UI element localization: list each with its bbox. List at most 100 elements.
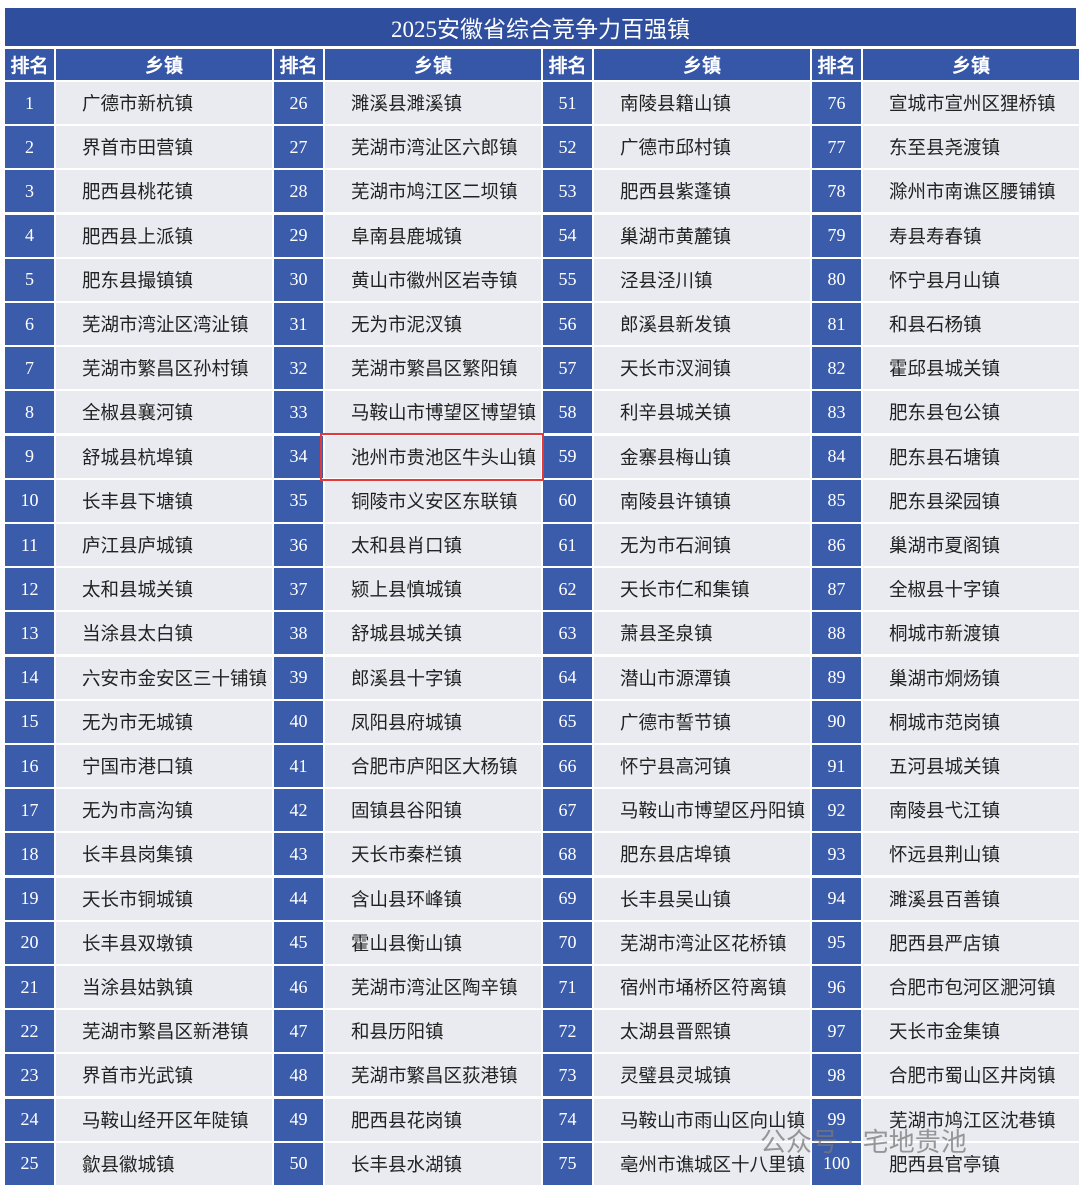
town-cell: 天长市秦栏镇	[325, 833, 541, 876]
rank-cell: 54	[543, 214, 592, 257]
town-cell: 肥东县包公镇	[863, 391, 1079, 434]
town-cell: 马鞍山经开区年陡镇	[56, 1098, 272, 1141]
town-cell: 合肥市庐阳区大杨镇	[325, 745, 541, 787]
town-cell: 马鞍山市雨山区向山镇	[594, 1098, 810, 1141]
rank-cell: 22	[5, 1010, 54, 1053]
rank-cell: 5	[5, 258, 54, 301]
rank-cell: 85	[812, 479, 861, 522]
town-cell: 芜湖市湾沚区湾沚镇	[56, 303, 272, 345]
town-cell: 肥东县梁园镇	[863, 479, 1079, 522]
town-cell: 界首市田营镇	[56, 126, 272, 169]
rank-cell: 48	[274, 1054, 323, 1097]
rank-cell: 86	[812, 524, 861, 566]
town-cell: 肥西县紫蓬镇	[594, 170, 810, 213]
town-cell: 芜湖市湾沚区六郎镇	[325, 126, 541, 169]
rank-cell: 29	[274, 214, 323, 257]
town-cell: 萧县圣泉镇	[594, 612, 810, 655]
rank-cell: 12	[5, 568, 54, 611]
column-header: 排名	[543, 49, 592, 80]
town-cell: 肥东县撮镇镇	[56, 258, 272, 301]
rank-cell: 36	[274, 524, 323, 566]
town-cell: 无为市高沟镇	[56, 789, 272, 832]
rank-cell: 99	[812, 1098, 861, 1141]
rank-cell: 98	[812, 1054, 861, 1097]
rank-cell: 10	[5, 479, 54, 522]
rank-cell: 75	[543, 1142, 592, 1185]
town-cell: 太和县城关镇	[56, 568, 272, 611]
rank-cell: 88	[812, 612, 861, 655]
town-cell: 芜湖市繁昌区新港镇	[56, 1010, 272, 1053]
town-cell: 南陵县籍山镇	[594, 82, 810, 124]
town-cell: 宣城市宣州区狸桥镇	[863, 82, 1079, 124]
rank-cell: 89	[812, 656, 861, 699]
rank-cell: 46	[274, 966, 323, 1008]
town-cell: 濉溪县百善镇	[863, 877, 1079, 920]
town-cell: 阜南县鹿城镇	[325, 214, 541, 257]
town-cell: 马鞍山市博望区丹阳镇	[594, 789, 810, 832]
rank-cell: 43	[274, 833, 323, 876]
town-cell: 含山县环峰镇	[325, 877, 541, 920]
rank-cell: 25	[5, 1142, 54, 1185]
town-cell: 濉溪县濉溪镇	[325, 82, 541, 124]
rank-cell: 52	[543, 126, 592, 169]
town-cell: 广德市誓节镇	[594, 700, 810, 743]
rank-cell: 16	[5, 745, 54, 787]
column-header: 排名	[274, 49, 323, 80]
rank-cell: 51	[543, 82, 592, 124]
rank-cell: 33	[274, 391, 323, 434]
town-cell: 广德市新杭镇	[56, 82, 272, 124]
rank-cell: 80	[812, 258, 861, 301]
rank-cell: 39	[274, 656, 323, 699]
town-cell: 肥西县上派镇	[56, 214, 272, 257]
town-cell: 颍上县慎城镇	[325, 568, 541, 611]
rank-cell: 92	[812, 789, 861, 832]
town-cell: 六安市金安区三十铺镇	[56, 656, 272, 699]
rank-cell: 68	[543, 833, 592, 876]
rank-cell: 90	[812, 700, 861, 743]
town-cell: 天长市铜城镇	[56, 877, 272, 920]
town-cell: 滁州市南谯区腰铺镇	[863, 170, 1079, 213]
rank-cell: 14	[5, 656, 54, 699]
rank-cell: 71	[543, 966, 592, 1008]
rank-cell: 73	[543, 1054, 592, 1097]
highlight-box	[320, 432, 544, 481]
rank-cell: 91	[812, 745, 861, 787]
rank-cell: 15	[5, 700, 54, 743]
rank-cell: 1	[5, 82, 54, 124]
town-cell: 芜湖市繁昌区繁阳镇	[325, 347, 541, 390]
rank-cell: 95	[812, 921, 861, 964]
town-cell: 铜陵市义安区东联镇	[325, 479, 541, 522]
rank-cell: 19	[5, 877, 54, 920]
town-cell: 天长市仁和集镇	[594, 568, 810, 611]
rank-cell: 66	[543, 745, 592, 787]
rank-cell: 61	[543, 524, 592, 566]
rank-cell: 97	[812, 1010, 861, 1053]
town-cell: 宁国市港口镇	[56, 745, 272, 787]
column-header: 排名	[812, 49, 861, 80]
town-cell: 舒城县城关镇	[325, 612, 541, 655]
town-cell: 全椒县十字镇	[863, 568, 1079, 611]
town-cell: 芜湖市鸠江区二坝镇	[325, 170, 541, 213]
rank-cell: 4	[5, 214, 54, 257]
rank-cell: 2	[5, 126, 54, 169]
rank-cell: 87	[812, 568, 861, 611]
town-cell: 长丰县岗集镇	[56, 833, 272, 876]
rank-cell: 7	[5, 347, 54, 390]
town-cell: 霍邱县城关镇	[863, 347, 1079, 390]
rank-cell: 60	[543, 479, 592, 522]
column-header: 乡镇	[325, 49, 541, 80]
rank-cell: 78	[812, 170, 861, 213]
town-cell: 芜湖市湾沚区花桥镇	[594, 921, 810, 964]
rank-cell: 49	[274, 1098, 323, 1141]
town-cell: 太湖县晋熙镇	[594, 1010, 810, 1053]
rank-cell: 50	[274, 1142, 323, 1185]
town-cell: 巢湖市黄麓镇	[594, 214, 810, 257]
rank-cell: 32	[274, 347, 323, 390]
column-header: 乡镇	[863, 49, 1079, 80]
rank-cell: 38	[274, 612, 323, 655]
rank-cell: 69	[543, 877, 592, 920]
town-cell: 天长市汊涧镇	[594, 347, 810, 390]
rank-cell: 81	[812, 303, 861, 345]
town-cell: 长丰县水湖镇	[325, 1142, 541, 1185]
